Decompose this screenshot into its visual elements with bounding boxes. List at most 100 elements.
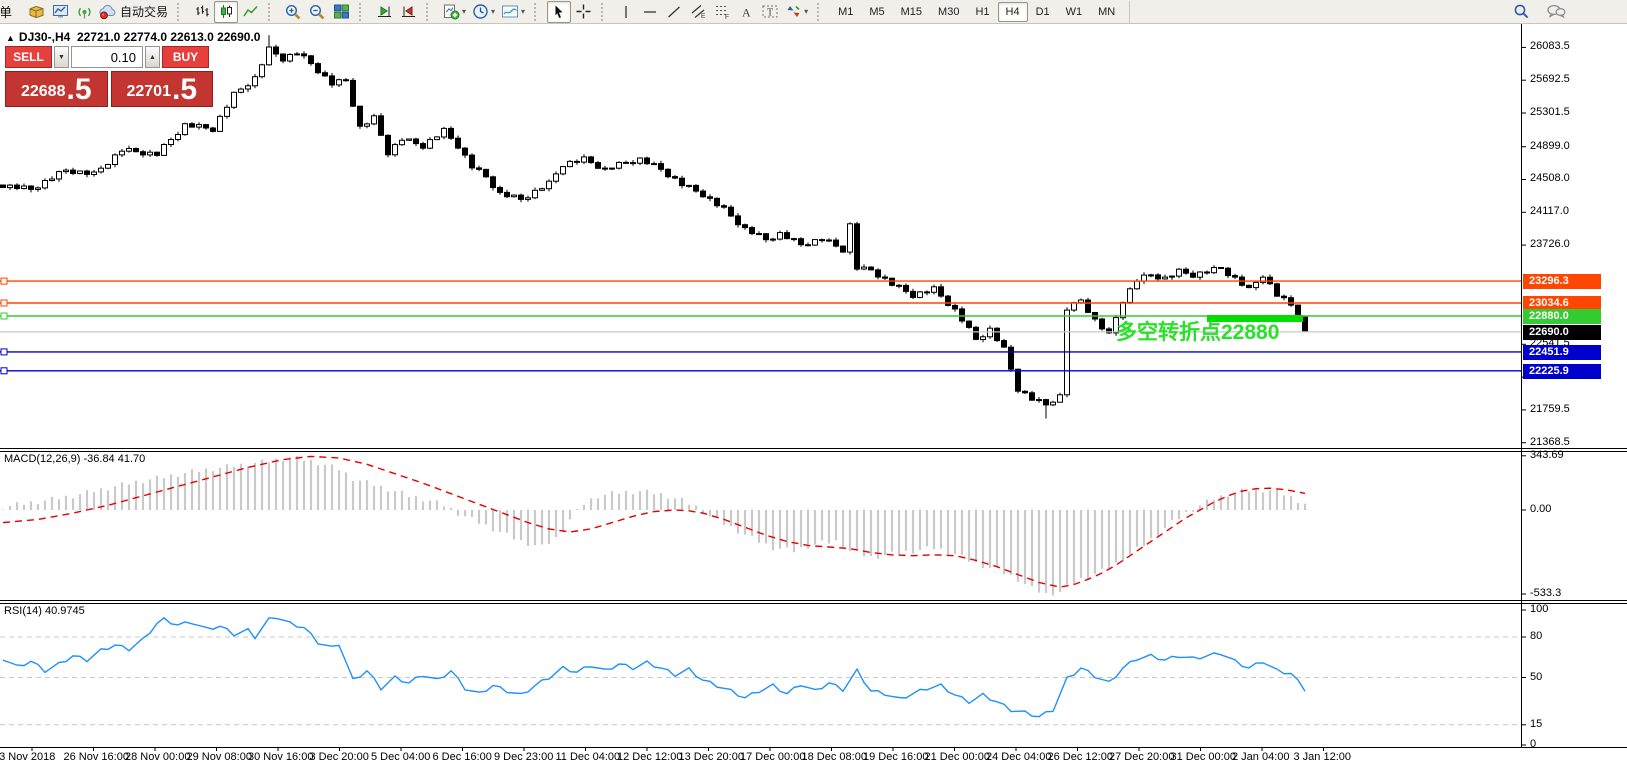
vertical-line-button[interactable]: [614, 1, 638, 23]
rsi-title: RSI(14) 40.9745: [4, 605, 85, 617]
toolbar-grip[interactable]: [601, 2, 610, 21]
chart-annotation-text[interactable]: 多空转折点22880: [1116, 321, 1280, 345]
dropdown-caret: ▾: [521, 7, 526, 16]
time-tick-label: 28 Nov 00:00: [125, 751, 191, 763]
sell-price[interactable]: 22688 .5: [5, 71, 108, 107]
time-tick-label: 26 Nov 16:00: [63, 751, 129, 763]
text-button[interactable]: A: [734, 1, 758, 23]
hline-price-badge: 23296.3: [1523, 274, 1601, 290]
price-tick-label: 25692.5: [1530, 73, 1570, 86]
collapse-icon[interactable]: ▲: [6, 33, 15, 43]
tab-m1[interactable]: M1: [838, 5, 854, 18]
dropdown-caret: ▾: [491, 7, 496, 16]
volume-input[interactable]: [71, 46, 143, 68]
time-tick-label: 11 Dec 04:00: [555, 751, 621, 763]
dropdown-caret: ▾: [462, 7, 467, 16]
cursor-button[interactable]: [547, 0, 572, 23]
horizontal-line-button[interactable]: [638, 1, 662, 23]
zoom-out-button[interactable]: [305, 1, 329, 23]
chart-canvas[interactable]: [0, 24, 1627, 772]
toolbar-separator: [1129, 0, 1131, 23]
rsi-tick-label: 50: [1530, 670, 1543, 683]
time-tick-label: 18 Dec 08:00: [801, 751, 867, 763]
time-tick-label: 21 Dec 00:00: [924, 751, 990, 763]
fibonacci-button[interactable]: F: [710, 1, 734, 23]
macd-tick-label: 0.00: [1530, 502, 1552, 515]
new-order-label: 单: [0, 5, 13, 20]
macd-title: MACD(12,26,9) -36.84 41.70: [4, 453, 146, 465]
macd-tick-label: 343.69: [1530, 448, 1564, 461]
tab-m5[interactable]: M5: [869, 5, 885, 18]
tab-m15[interactable]: M15: [900, 5, 923, 18]
new-chart-icon: [444, 4, 460, 20]
time-tick-label: 19 Dec 16:00: [863, 751, 929, 763]
price-tick-label: 25301.5: [1530, 105, 1570, 118]
chat-icon: [1547, 4, 1566, 19]
current-price-badge: 22690.0: [1523, 324, 1601, 340]
symbol-period-label: DJ30-,H4: [18, 30, 71, 44]
trendline-button[interactable]: [662, 1, 686, 23]
equidistant-channel-button[interactable]: E: [686, 1, 710, 23]
zoom-out-icon: [310, 4, 325, 19]
hline-price-badge: 22225.9: [1523, 363, 1601, 379]
periods-button[interactable]: ▾: [469, 1, 498, 23]
toolbar-grip[interactable]: [177, 2, 186, 21]
horizontal-line-icon: [644, 10, 657, 13]
price-axis[interactable]: 26083.5 25692.5 25301.5 24899.0 24508.0 24117…: [1521, 24, 1627, 772]
text-icon: A: [742, 5, 751, 19]
arrows-button[interactable]: ▾: [782, 1, 811, 23]
autotrading-button[interactable]: 自动交易: [96, 1, 171, 23]
bar-chart-button[interactable]: [190, 1, 214, 23]
auto-scroll-button[interactable]: [372, 1, 396, 23]
terminal-button[interactable]: [48, 1, 72, 23]
time-tick-label: 26 Dec 12:00: [1047, 751, 1113, 763]
line-chart-button[interactable]: [238, 1, 262, 23]
buy-price[interactable]: 22701 .5: [110, 71, 213, 107]
sell-price-frac: .5: [66, 73, 92, 106]
chart-shift-icon: [401, 6, 415, 17]
chart-profile-button[interactable]: [24, 1, 48, 23]
chat-button[interactable]: [1543, 1, 1569, 23]
new-order-button[interactable]: 单: [0, 1, 24, 23]
rsi-tick-label: 0: [1530, 738, 1537, 750]
text-label-icon: T: [762, 5, 778, 19]
toolbar-grip[interactable]: [268, 2, 277, 21]
toolbar-grip[interactable]: [534, 2, 543, 21]
periods-clock-icon: [473, 4, 488, 19]
toolbar-grip[interactable]: [426, 2, 435, 21]
ohlc-values: 22721.0 22774.0 22613.0 22690.0: [76, 30, 261, 44]
sell-button[interactable]: SELL: [5, 46, 52, 68]
tab-m30[interactable]: M30: [938, 5, 960, 18]
templates-button[interactable]: ▾: [498, 1, 528, 23]
crosshair-button[interactable]: [571, 1, 595, 23]
tab-d1[interactable]: D1: [1035, 5, 1050, 18]
time-tick-label: 24 Dec 04:00: [986, 751, 1052, 763]
signals-button[interactable]: [72, 1, 96, 23]
time-tick-label: 2 Jan 04:00: [1232, 751, 1290, 763]
tab-mn[interactable]: MN: [1098, 5, 1116, 18]
tab-h4[interactable]: H4: [997, 1, 1028, 22]
buy-button[interactable]: BUY: [162, 46, 209, 68]
search-button[interactable]: [1509, 1, 1533, 23]
tab-w1[interactable]: W1: [1065, 5, 1083, 18]
rsi-tick-label: 80: [1530, 630, 1543, 642]
svg-text:A: A: [742, 5, 751, 19]
candlestick-button[interactable]: [214, 0, 239, 23]
autotrading-icon: [99, 4, 116, 20]
vertical-line-icon: [625, 5, 627, 18]
toolbar-grip[interactable]: [817, 2, 826, 21]
zoom-in-button[interactable]: [281, 1, 305, 23]
chart-shift-button[interactable]: [396, 1, 420, 23]
templates-icon: [502, 5, 519, 18]
one-click-trading-panel: SELL ▼ ▲ BUY 22688 .5 22701 .5: [5, 46, 213, 107]
tile-windows-button[interactable]: [329, 1, 353, 23]
new-chart-button[interactable]: ▾: [439, 1, 469, 23]
tab-h1[interactable]: H1: [975, 5, 990, 18]
volume-decrement-button[interactable]: ▼: [54, 46, 69, 68]
toolbar-grip[interactable]: [359, 2, 368, 21]
volume-increment-button[interactable]: ▲: [145, 46, 160, 68]
text-label-button[interactable]: T: [758, 1, 782, 23]
price-tick-label: 21759.5: [1530, 402, 1570, 415]
